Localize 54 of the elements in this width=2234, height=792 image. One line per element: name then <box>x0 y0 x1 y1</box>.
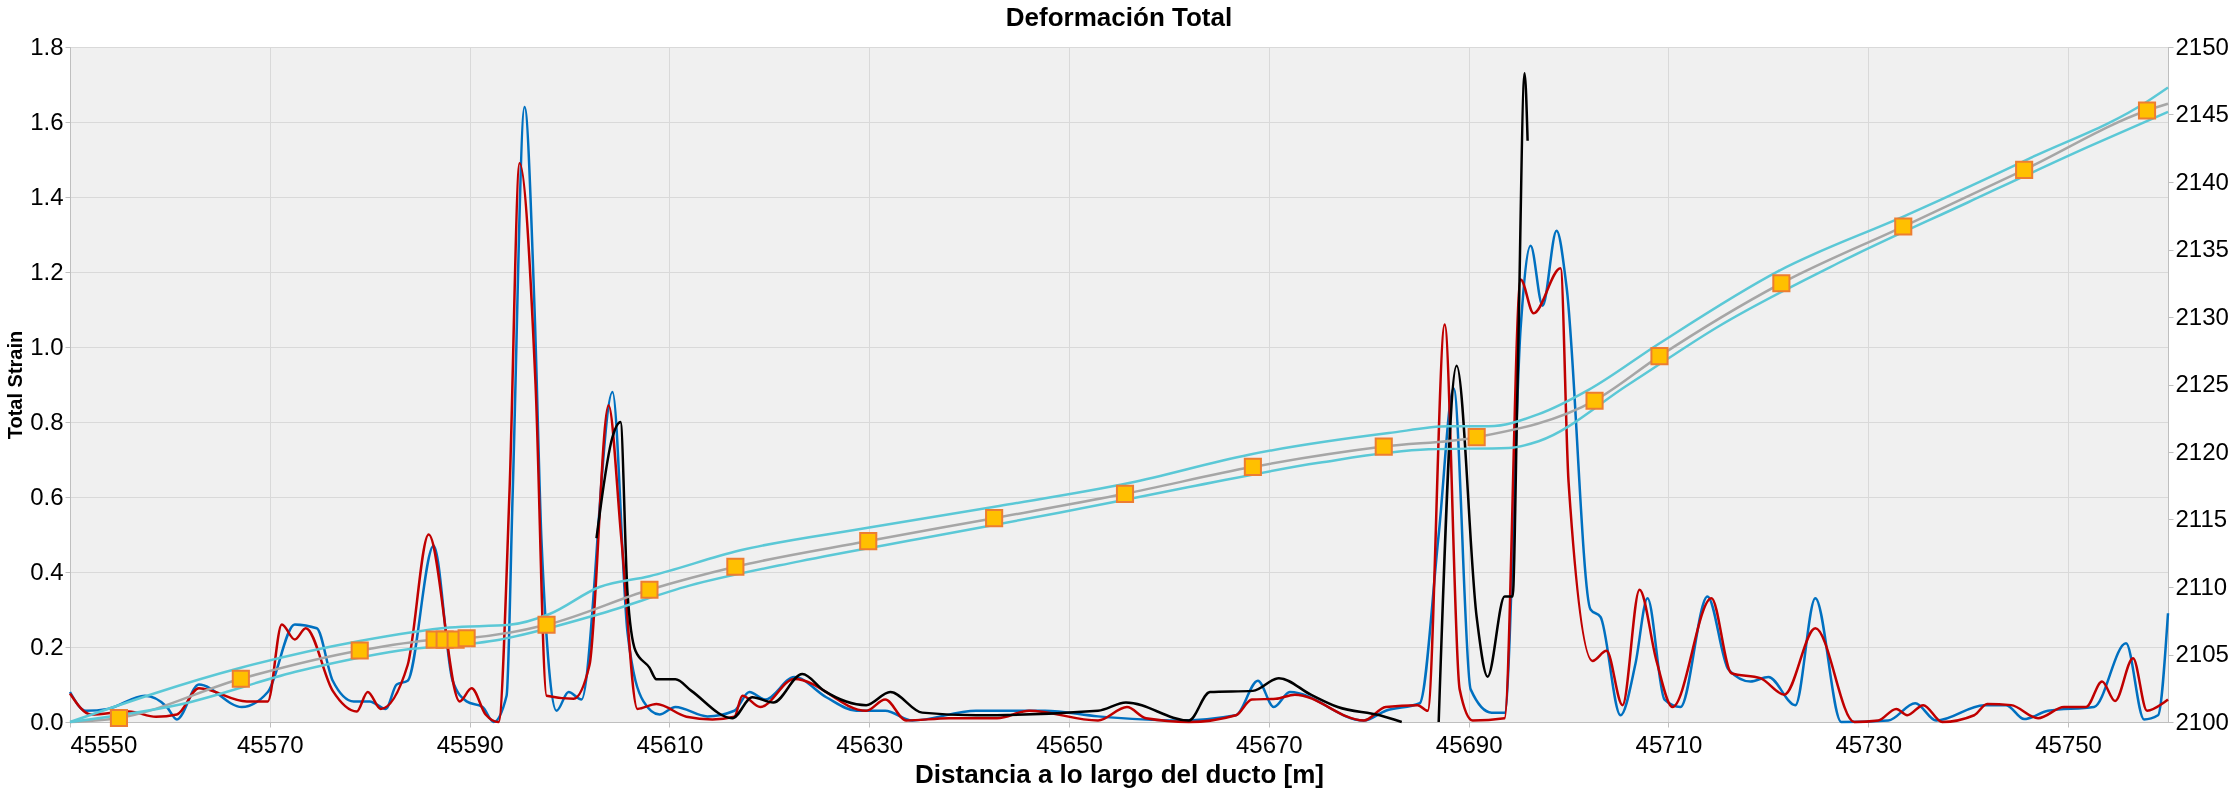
y-tick-label: 1.8 <box>30 32 64 60</box>
y-tick-label: 0.0 <box>30 707 64 735</box>
x-axis-title: Distancia a lo largo del ducto [m] <box>915 758 1324 789</box>
point <box>457 629 476 648</box>
point <box>109 708 129 728</box>
x-tick-label: 45590 <box>436 730 504 758</box>
y-tick-label: 0.6 <box>30 482 64 510</box>
point <box>859 532 878 551</box>
y2-tick-label: 2130 <box>2175 302 2229 330</box>
point <box>726 557 745 576</box>
y2-tick-label: 2110 <box>2175 572 2228 600</box>
point <box>1585 391 1604 410</box>
y-tick-label: 0.2 <box>30 632 64 660</box>
point <box>2015 160 2034 179</box>
x-tick-label: 45610 <box>636 730 704 758</box>
x-tick-label: 45690 <box>1435 730 1503 758</box>
x-tick-label: 45550 <box>70 730 138 758</box>
x-tick-label: 45710 <box>1635 730 1703 758</box>
y-tick-label: 0.8 <box>30 407 64 435</box>
point <box>1467 428 1486 447</box>
x-tick-label: 45670 <box>1235 730 1303 758</box>
point <box>1115 484 1135 503</box>
y-axis-title: Total Strain <box>4 330 27 440</box>
point <box>350 641 369 660</box>
x-tick-label: 45730 <box>1835 730 1903 758</box>
y2-tick-label: 2100 <box>2175 707 2229 735</box>
y2-tick-label: 2115 <box>2175 505 2228 532</box>
x-tick-label: 45650 <box>1036 730 1103 758</box>
y2-tick-label: 2105 <box>2175 640 2229 667</box>
y-tick-label: 0.4 <box>30 557 64 585</box>
y2-tick-label: 2140 <box>2175 167 2229 195</box>
y2-tick-label: 2150 <box>2175 32 2229 60</box>
chart-title: Deformación Total <box>1005 2 1233 32</box>
y-tick-label: 1.2 <box>30 257 64 285</box>
point <box>537 615 556 634</box>
y2-tick-label: 2145 <box>2175 100 2229 127</box>
point <box>985 509 1004 528</box>
y2-tick-label: 2120 <box>2175 437 2229 465</box>
point <box>231 669 250 688</box>
point <box>1374 437 1393 456</box>
x-tick-label: 45570 <box>236 730 304 758</box>
x-tick-label: 45750 <box>2035 730 2102 758</box>
y2-tick-label: 2125 <box>2175 370 2229 397</box>
point <box>640 580 659 599</box>
point <box>2137 101 2157 120</box>
point <box>1772 274 1791 293</box>
x-tick-label: 45630 <box>836 730 904 758</box>
y-tick-label: 1.6 <box>30 107 64 135</box>
point <box>1650 347 1669 366</box>
y-tick-label: 1.4 <box>30 182 64 210</box>
y2-tick-label: 2135 <box>2175 235 2229 262</box>
point <box>1243 457 1262 476</box>
point <box>1894 217 1913 236</box>
y-tick-label: 1.0 <box>30 332 64 360</box>
